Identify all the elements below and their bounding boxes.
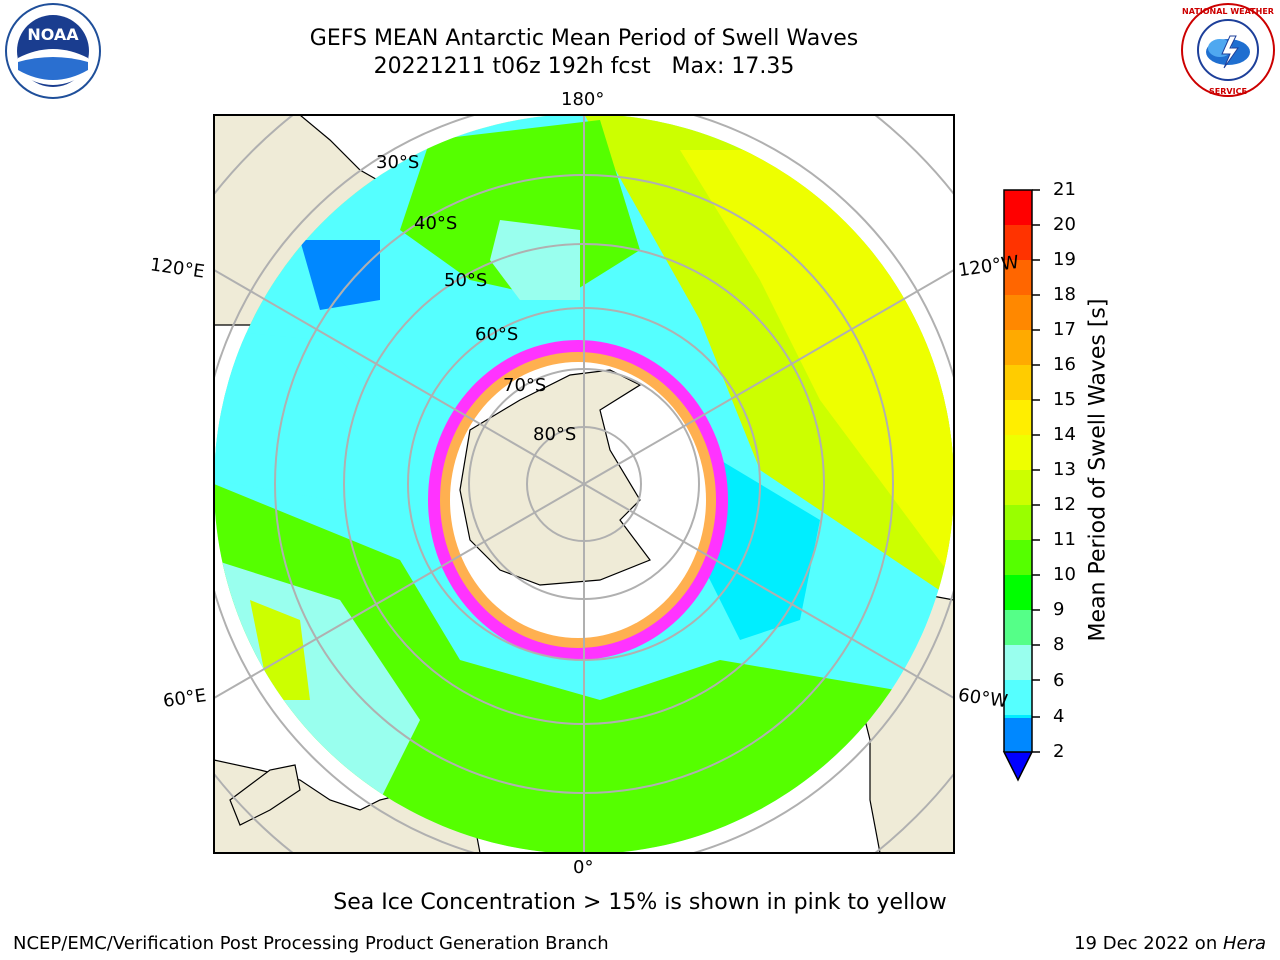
chart-subtitle: 20221211 t06z 192h fcst Max: 17.35: [373, 54, 795, 79]
colorbar-tick: 4: [1053, 706, 1065, 727]
lat-label-40s: 40°S: [414, 213, 458, 234]
lon-label-0: 0°: [573, 857, 594, 878]
svg-text:SERVICE: SERVICE: [1209, 87, 1247, 96]
colorbar-tick: 15: [1053, 389, 1076, 410]
footer-host: Hera: [1222, 933, 1266, 954]
colorbar-tick: 17: [1053, 319, 1076, 340]
colorbar-tick: 8: [1053, 634, 1065, 655]
lon-label-180: 180°: [561, 89, 605, 110]
colorbar-tick: 19: [1053, 249, 1076, 270]
footer-date: 19 Dec 2022 on Hera: [1074, 933, 1266, 954]
lat-label-30s: 30°S: [376, 152, 420, 173]
lat-label-60s: 60°S: [475, 324, 519, 345]
chart-title: GEFS MEAN Antarctic Mean Period of Swell…: [309, 26, 859, 51]
colorbar-tick: 13: [1053, 459, 1076, 480]
colorbar: [1002, 189, 1040, 782]
colorbar-tick: 6: [1053, 670, 1065, 691]
graticule: [214, 115, 954, 853]
footer-date-text: 19 Dec 2022 on: [1074, 933, 1223, 954]
colorbar-tick: 10: [1053, 564, 1076, 585]
lat-label-70s: 70°S: [503, 375, 547, 396]
land-madagascar: [229, 764, 301, 826]
nws-logo: NATIONAL WEATHER SERVICE: [1180, 2, 1276, 98]
colorbar-tick: 21: [1053, 179, 1076, 200]
lat-label-80s: 80°S: [533, 424, 577, 445]
colorbar-tick: 11: [1053, 529, 1076, 550]
lat-label-50s: 50°S: [444, 270, 488, 291]
svg-text:NATIONAL WEATHER: NATIONAL WEATHER: [1182, 7, 1274, 16]
footer-credit: NCEP/EMC/Verification Post Processing Pr…: [13, 933, 609, 954]
colorbar-tick: 14: [1053, 424, 1076, 445]
colorbar-tick: 16: [1053, 354, 1076, 375]
colorbar-tick: 9: [1053, 599, 1065, 620]
colorbar-tick: 18: [1053, 284, 1076, 305]
noaa-logo: NOAA: [4, 2, 102, 100]
colorbar-tick: 2: [1053, 741, 1065, 762]
colorbar-tick: 12: [1053, 494, 1076, 515]
colorbar-tick: 20: [1053, 214, 1076, 235]
colorbar-label: Mean Period of Swell Waves [s]: [1085, 298, 1111, 642]
sea-ice-note: Sea Ice Concentration > 15% is shown in …: [333, 890, 947, 915]
svg-text:NOAA: NOAA: [27, 25, 79, 44]
